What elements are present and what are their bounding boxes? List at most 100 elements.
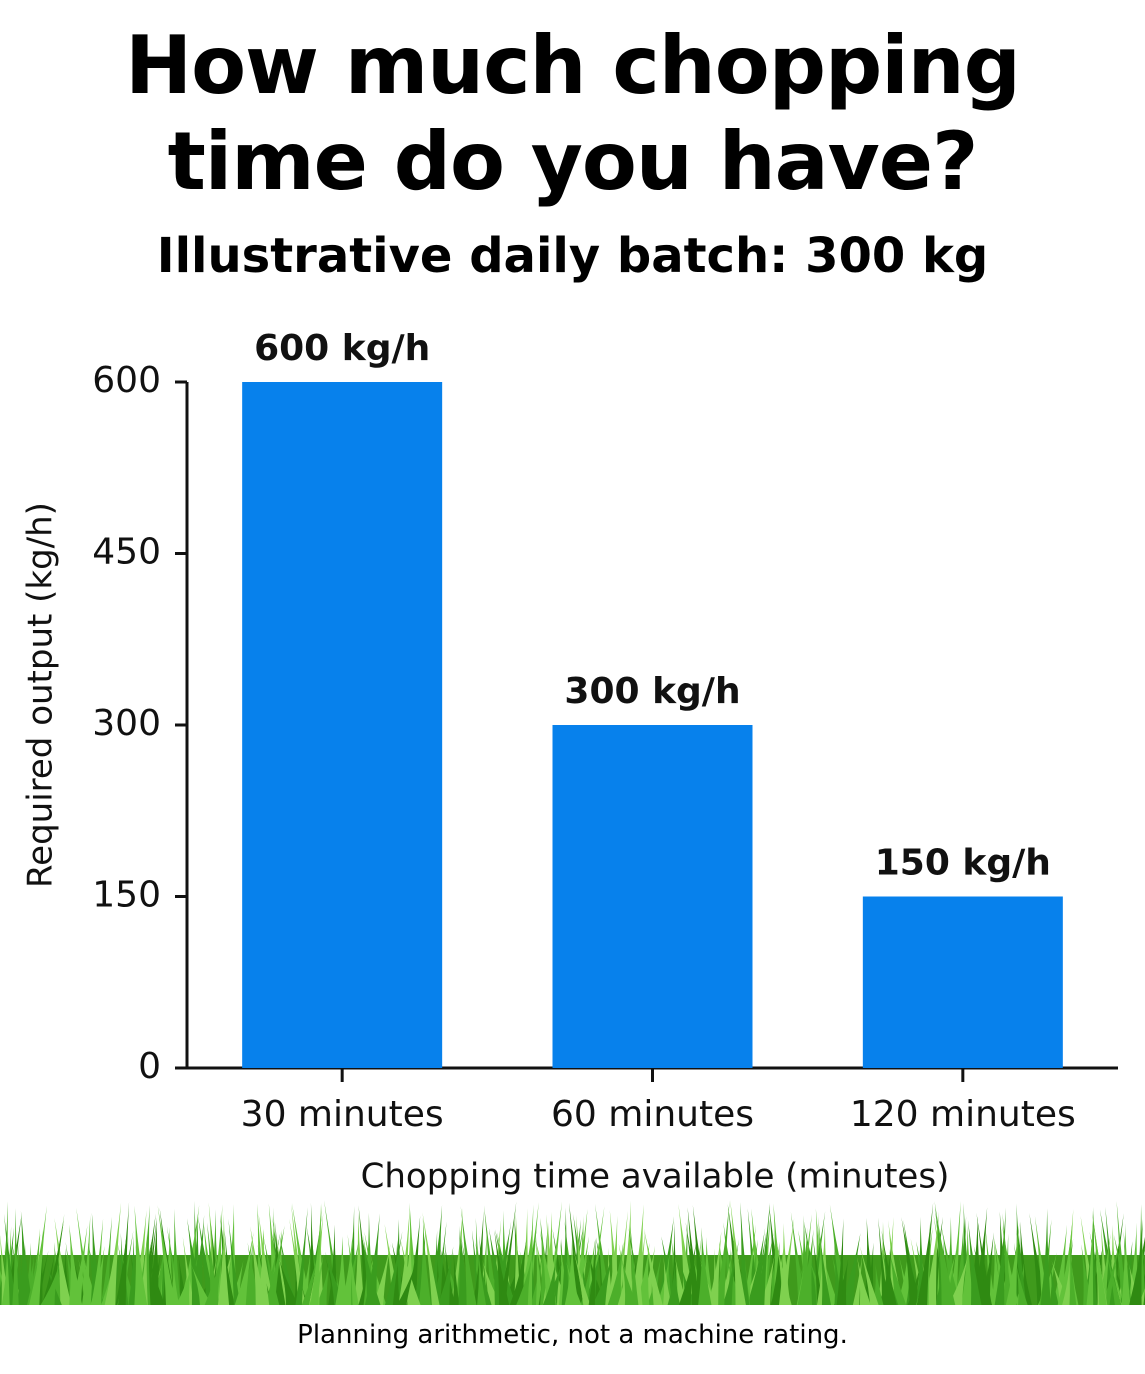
grass-blade (83, 1255, 99, 1305)
grass-blade (934, 1201, 956, 1305)
grass-blade (1121, 1223, 1131, 1305)
grass-blade (916, 1202, 934, 1305)
grass-blade (1002, 1213, 1013, 1305)
grass-blade (525, 1204, 534, 1305)
grass-blade (620, 1200, 634, 1305)
grass-blade (396, 1263, 416, 1305)
grass-blade (178, 1255, 188, 1305)
y-tick-label: 450 (92, 532, 161, 573)
grass-blade (16, 1252, 25, 1305)
y-tick-label: 0 (138, 1046, 161, 1087)
grass-blade (477, 1249, 487, 1305)
grass-blade (678, 1239, 697, 1305)
grass-blade (790, 1211, 807, 1305)
grass-blade (360, 1231, 381, 1305)
grass-blade (384, 1231, 403, 1305)
grass-blade (40, 1262, 60, 1305)
grass-blade (698, 1227, 712, 1305)
grass-blade (881, 1230, 897, 1305)
grass-blade (422, 1212, 440, 1305)
grass-blade (878, 1217, 889, 1305)
grass-blade (798, 1229, 814, 1305)
grass-blade (770, 1241, 784, 1305)
grass-blade (433, 1221, 447, 1305)
grass-blade (916, 1227, 933, 1305)
footnote: Planning arithmetic, not a machine ratin… (297, 1320, 848, 1350)
grass-blade (687, 1207, 701, 1305)
grass-blade (635, 1242, 650, 1305)
grass-blade (90, 1245, 105, 1305)
grass-blade (967, 1219, 982, 1305)
grass-blade (335, 1236, 348, 1305)
grass-blade (1086, 1213, 1094, 1305)
y-axis-label: Required output (kg/h) (21, 502, 61, 888)
grass-blade (1005, 1222, 1020, 1305)
grass-blade (120, 1250, 137, 1305)
x-tick-label: 30 minutes (241, 1094, 444, 1135)
grass-blade (134, 1205, 148, 1305)
grass-blade (756, 1202, 771, 1305)
grass-blade (69, 1224, 83, 1305)
grass-blade (840, 1233, 861, 1305)
title-box: How much chopping time do you have? (0, 18, 1145, 210)
grass-blade (991, 1238, 1004, 1305)
grass-blade (104, 1202, 122, 1305)
bar (242, 382, 443, 1068)
grass-blade (430, 1230, 438, 1305)
grass-blade (460, 1205, 477, 1305)
grass-blade (643, 1228, 663, 1305)
grass-blade (1029, 1212, 1048, 1305)
grass-blade (588, 1237, 597, 1305)
grass-blade (154, 1248, 164, 1305)
grass-blade (1083, 1206, 1098, 1305)
grass-blade (482, 1260, 502, 1305)
grass-blade (1016, 1263, 1028, 1305)
grass-blade (234, 1232, 254, 1305)
grass-blade (834, 1245, 843, 1305)
x-axis-label: Chopping time available (minutes) (361, 1157, 950, 1197)
chart-title: How much chopping time do you have? (125, 19, 1021, 208)
grass-blade (558, 1239, 570, 1305)
grass-blade (204, 1242, 225, 1305)
grass-blade (820, 1237, 832, 1305)
value-label: 600 kg/h (254, 328, 430, 369)
grass-blade (191, 1264, 212, 1305)
grass-blade (819, 1244, 839, 1305)
grass-blade (715, 1200, 730, 1305)
grass-blade (341, 1231, 353, 1305)
grass-blade (834, 1257, 849, 1305)
grass-blade (36, 1230, 43, 1305)
grass-blade (901, 1217, 921, 1305)
grass-blade (924, 1211, 939, 1305)
grass-blade (190, 1214, 205, 1305)
grass-blade (836, 1218, 844, 1305)
grass-blade (1040, 1208, 1051, 1305)
grass-blade (708, 1231, 722, 1305)
grass-blade (568, 1202, 584, 1305)
grass-blade (100, 1216, 112, 1305)
grass-blade (148, 1254, 165, 1305)
grass-blade (548, 1245, 568, 1305)
grass-blade (452, 1252, 460, 1305)
grass-blade (12, 1207, 19, 1305)
grass-blade (1034, 1216, 1050, 1305)
grass-blade (1091, 1209, 1107, 1305)
grass-blade (516, 1253, 533, 1305)
grass-blade (663, 1256, 672, 1305)
grass-decoration (0, 1200, 1145, 1305)
grass-blade (1129, 1237, 1143, 1305)
grass-blade (418, 1217, 432, 1305)
grass-blade (873, 1263, 884, 1305)
grass-blade (71, 1225, 88, 1305)
grass-blade (859, 1246, 879, 1305)
grass-blade (621, 1257, 638, 1305)
grass-blade (0, 1235, 10, 1305)
grass-blade (437, 1246, 454, 1305)
grass-blade (985, 1227, 996, 1305)
grass-blade (197, 1213, 216, 1305)
grass-blade (948, 1254, 969, 1305)
grass-blade (864, 1217, 876, 1305)
grass-blade (128, 1236, 138, 1305)
grass-blade (400, 1240, 421, 1305)
